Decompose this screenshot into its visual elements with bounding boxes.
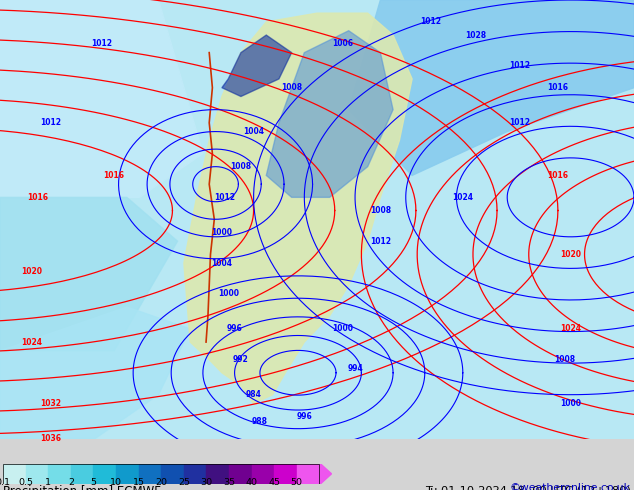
Text: 988: 988 [252,416,268,425]
Polygon shape [0,197,178,351]
Polygon shape [184,13,412,403]
Text: 1012: 1012 [509,61,531,70]
Text: 15: 15 [133,478,145,487]
Text: 1000: 1000 [332,324,353,333]
Text: 1: 1 [46,478,51,487]
Polygon shape [349,0,634,175]
Text: 20: 20 [155,478,167,487]
Text: 1012: 1012 [370,237,391,245]
Text: Tu 01-10-2024 18..00 UTC (12+180): Tu 01-10-2024 18..00 UTC (12+180) [425,486,631,490]
Text: 1016: 1016 [27,193,49,202]
Text: 1032: 1032 [40,399,61,408]
Text: 1000: 1000 [211,228,233,237]
Text: 45: 45 [268,478,280,487]
Text: 50: 50 [291,478,302,487]
Text: 1008: 1008 [281,83,302,92]
Text: 996: 996 [297,412,312,421]
Text: 992: 992 [233,355,249,364]
Text: 1000: 1000 [217,289,239,298]
Polygon shape [0,307,190,439]
Polygon shape [0,0,203,197]
Bar [207,464,229,484]
Text: 1020: 1020 [21,268,42,276]
Text: 1024: 1024 [560,324,581,333]
Text: 984: 984 [245,390,262,399]
Bar [161,464,184,484]
Text: 1016: 1016 [547,171,569,180]
FancyArrow shape [319,464,332,484]
Bar [139,464,161,484]
Text: 1012: 1012 [91,39,112,49]
Text: 1000: 1000 [560,399,581,408]
Text: 30: 30 [200,478,212,487]
Text: 1012: 1012 [214,193,236,202]
Text: 35: 35 [223,478,235,487]
Text: 1028: 1028 [465,30,486,40]
Text: 1012: 1012 [420,18,442,26]
Bar [116,464,139,484]
Text: 1008: 1008 [553,355,575,364]
Text: 1024: 1024 [452,193,474,202]
Text: Precipitation [mm] ECMWF: Precipitation [mm] ECMWF [3,486,161,490]
Text: 1016: 1016 [103,171,125,180]
Text: 996: 996 [227,324,242,333]
Text: 1004: 1004 [211,259,233,268]
Text: 1006: 1006 [332,39,353,49]
Polygon shape [222,35,292,97]
Text: 0.1: 0.1 [0,478,11,487]
Bar [229,464,252,484]
Bar [297,464,320,484]
Bar [274,464,297,484]
Text: 1020: 1020 [560,250,581,259]
Text: ©weatheronline.co.uk: ©weatheronline.co.uk [510,483,631,490]
Polygon shape [266,31,393,197]
Text: 1016: 1016 [547,83,569,92]
Text: 5: 5 [91,478,96,487]
Text: 0.5: 0.5 [18,478,33,487]
Text: 1008: 1008 [230,162,252,171]
Bar [71,464,93,484]
Bar [93,464,116,484]
Text: 25: 25 [178,478,190,487]
Text: 1004: 1004 [243,127,264,136]
Text: 2: 2 [68,478,74,487]
Text: 10: 10 [110,478,122,487]
Bar [252,464,274,484]
Text: 1012: 1012 [40,118,61,127]
Bar [48,464,71,484]
Text: 40: 40 [245,478,257,487]
Bar [26,464,48,484]
Text: 1036: 1036 [40,434,61,443]
Text: 1024: 1024 [21,338,42,346]
Text: 994: 994 [347,364,363,373]
Bar [184,464,207,484]
Text: 1008: 1008 [370,206,391,215]
Text: 1012: 1012 [509,118,531,127]
Bar [3,464,26,484]
